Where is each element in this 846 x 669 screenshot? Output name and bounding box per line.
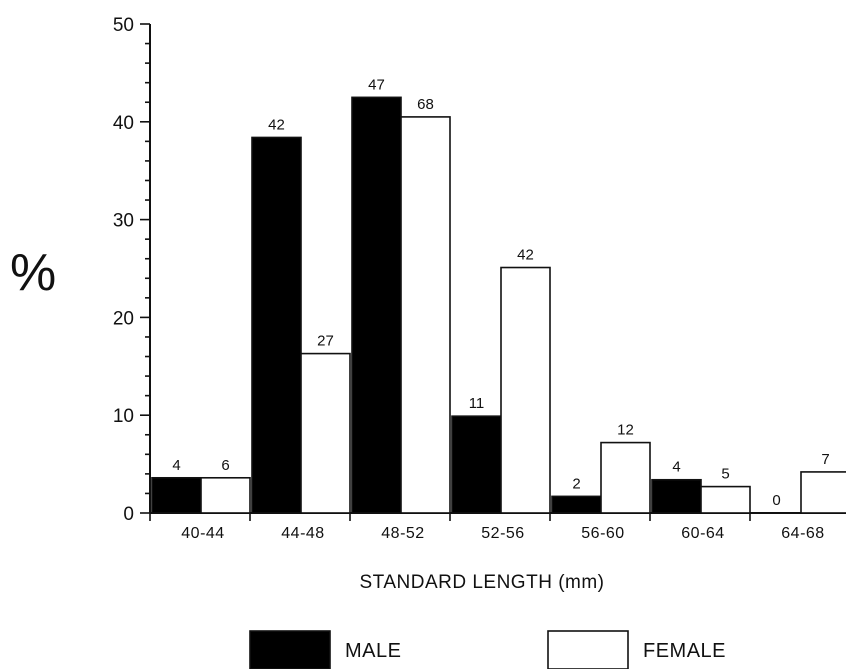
legend-swatch-male <box>249 630 331 669</box>
male-bar-label: 4 <box>672 459 680 476</box>
x-tick-label: 56-60 <box>581 525 624 542</box>
male-bar-label: 2 <box>572 475 580 492</box>
male-bar-40-44 <box>151 476 202 514</box>
x-ticks: 40-44 44-48 48-52 52-56 56-60 60-64 64-68 <box>149 513 824 542</box>
x-tick-label: 64-68 <box>781 525 824 542</box>
y-tick-label: 10 <box>113 406 134 427</box>
female-bar-label: 68 <box>417 96 434 113</box>
female-bar-label: 5 <box>721 466 729 483</box>
y-tick-label: 50 <box>113 15 134 36</box>
y-tick-label: 0 <box>123 504 134 525</box>
female-bar-label: 6 <box>221 457 229 474</box>
male-bar-label: 4 <box>172 457 180 474</box>
male-bar-label: 0 <box>772 492 780 509</box>
legend-label-female: FEMALE <box>643 640 726 662</box>
legend-swatch-female <box>547 630 629 669</box>
legend: MALE FEMALE <box>249 630 726 669</box>
female-bar-56-60 <box>600 441 651 514</box>
male-bar-48-52 <box>351 96 402 514</box>
x-axis-label: STANDARD LENGTH (mm) <box>359 572 604 593</box>
y-tick-label: 30 <box>113 211 134 232</box>
x-tick-label: 48-52 <box>381 525 424 542</box>
x-tick-label: 52-56 <box>481 525 524 542</box>
legend-label-male: MALE <box>345 640 401 662</box>
female-bar-64-68 <box>800 471 846 514</box>
y-axis-label: % <box>10 244 56 302</box>
bars <box>151 96 846 514</box>
x-tick-label: 44-48 <box>281 525 324 542</box>
female-bar-label: 27 <box>317 333 334 350</box>
female-bar-label: 7 <box>821 451 829 468</box>
female-bar-label: 12 <box>617 422 634 439</box>
male-bar-56-60 <box>551 495 602 514</box>
male-bar-label: 47 <box>368 76 385 93</box>
male-bar-label: 42 <box>268 116 285 133</box>
female-bar-40-44 <box>200 476 251 514</box>
male-bar-44-48 <box>251 136 302 514</box>
bar-labels: 4 42 47 11 2 4 0 6 27 68 42 12 5 7 <box>172 76 829 509</box>
x-tick-label: 40-44 <box>181 525 224 542</box>
y-ticks: 0 10 20 30 40 50 <box>113 15 150 525</box>
female-bar-48-52 <box>400 116 451 514</box>
female-bar-52-56 <box>500 266 551 514</box>
male-bar-52-56 <box>451 415 502 514</box>
x-tick-label: 60-64 <box>681 525 724 542</box>
female-bar-label: 42 <box>517 247 534 264</box>
male-bar-label: 11 <box>469 395 485 412</box>
y-tick-label: 40 <box>113 113 134 134</box>
female-bar-44-48 <box>300 352 351 514</box>
y-tick-label: 20 <box>113 308 134 329</box>
male-bar-60-64 <box>651 478 702 514</box>
female-bar-60-64 <box>700 485 751 514</box>
